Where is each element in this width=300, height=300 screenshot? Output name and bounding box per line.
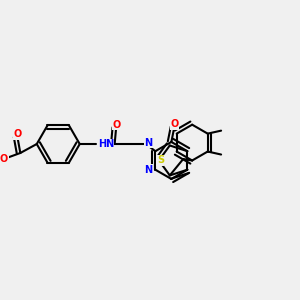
Text: O: O xyxy=(170,119,178,129)
Text: O: O xyxy=(112,120,120,130)
Text: HN: HN xyxy=(98,139,114,149)
Text: N: N xyxy=(144,165,152,175)
Text: O: O xyxy=(13,130,22,140)
Text: O: O xyxy=(0,154,8,164)
Text: S: S xyxy=(157,155,164,165)
Text: N: N xyxy=(144,137,152,148)
